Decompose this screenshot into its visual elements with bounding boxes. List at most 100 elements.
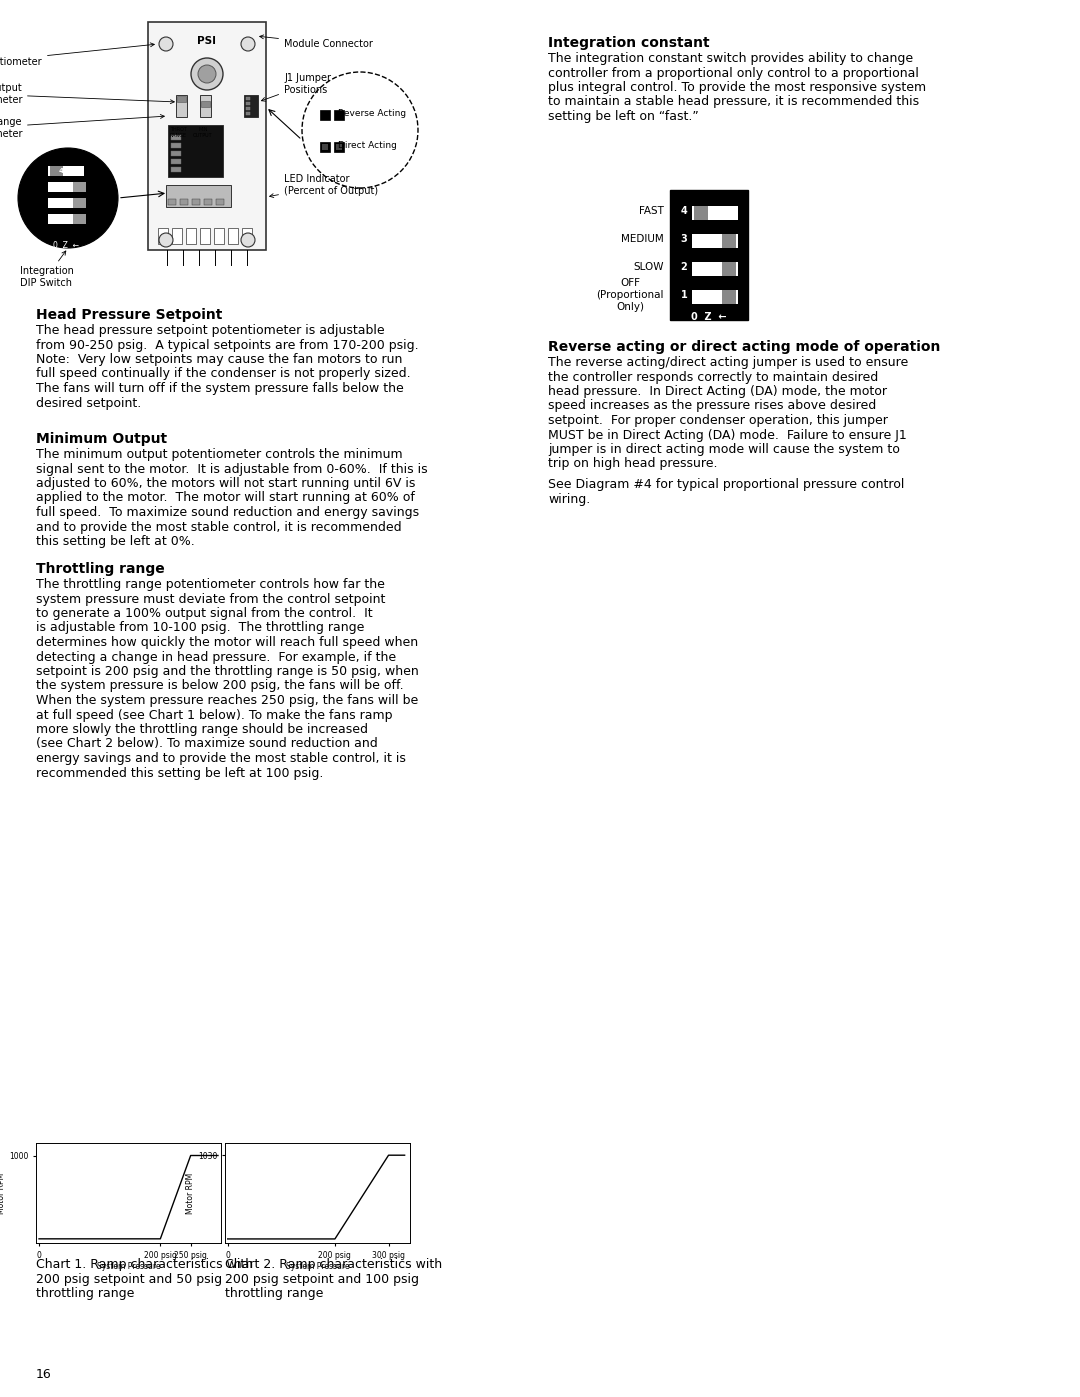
Bar: [246, 102, 249, 105]
Text: 0  Z  ←: 0 Z ←: [53, 242, 79, 250]
Text: 3: 3: [680, 235, 687, 244]
Bar: [694, 205, 708, 219]
Bar: [246, 112, 249, 115]
Text: is adjustable from 10-100 psig.  The throttling range: is adjustable from 10-100 psig. The thro…: [36, 622, 364, 634]
Text: Setpoint Potentiometer: Setpoint Potentiometer: [0, 43, 154, 67]
Text: 4: 4: [680, 205, 687, 217]
Text: Reverse Acting: Reverse Acting: [338, 109, 406, 119]
Text: speed increases as the pressure rises above desired: speed increases as the pressure rises ab…: [548, 400, 876, 412]
Text: MIN
OUTPUT: MIN OUTPUT: [193, 127, 213, 138]
Text: 16: 16: [36, 1368, 52, 1382]
Circle shape: [18, 148, 118, 249]
Circle shape: [241, 36, 255, 52]
Text: Direct Acting: Direct Acting: [338, 141, 396, 151]
X-axis label: System Pressure: System Pressure: [97, 1263, 160, 1271]
Text: 200 psig setpoint and 100 psig: 200 psig setpoint and 100 psig: [225, 1273, 419, 1285]
Text: 200 psig setpoint and 50 psig: 200 psig setpoint and 50 psig: [36, 1273, 222, 1285]
Bar: [177, 96, 186, 102]
Circle shape: [302, 73, 418, 189]
Text: Integration
DIP Switch: Integration DIP Switch: [21, 251, 73, 288]
Bar: [73, 198, 86, 208]
Text: FAST: FAST: [639, 205, 664, 217]
Bar: [228, 228, 238, 244]
Bar: [244, 95, 258, 117]
Text: the system pressure is below 200 psig, the fans will be off.: the system pressure is below 200 psig, t…: [36, 679, 404, 693]
Bar: [216, 198, 224, 205]
Text: the controller responds correctly to maintain desired: the controller responds correctly to mai…: [548, 370, 878, 384]
Text: The head pressure setpoint potentiometer is adjustable: The head pressure setpoint potentiometer…: [36, 324, 384, 337]
Bar: [336, 144, 342, 149]
Text: Reverse acting or direct acting mode of operation: Reverse acting or direct acting mode of …: [548, 339, 941, 353]
Text: to maintain a stable head pressure, it is recommended this: to maintain a stable head pressure, it i…: [548, 95, 919, 109]
Bar: [246, 108, 249, 110]
Bar: [172, 228, 183, 244]
Bar: [692, 291, 738, 305]
Bar: [320, 110, 330, 120]
Bar: [200, 228, 210, 244]
Text: head pressure.  In Direct Acting (DA) mode, the motor: head pressure. In Direct Acting (DA) mod…: [548, 386, 887, 398]
Text: jumper is in direct acting mode will cause the system to: jumper is in direct acting mode will cau…: [548, 443, 900, 455]
Circle shape: [159, 233, 173, 247]
Bar: [692, 263, 738, 277]
Text: plus integral control. To provide the most responsive system: plus integral control. To provide the mo…: [548, 81, 927, 94]
Text: PSI: PSI: [198, 36, 216, 46]
Bar: [171, 142, 181, 148]
Text: J1 Jumper
Positions: J1 Jumper Positions: [261, 73, 330, 101]
Text: Chart 1. Ramp characteristics with: Chart 1. Ramp characteristics with: [36, 1259, 253, 1271]
Text: See Diagram #4 for typical proportional pressure control: See Diagram #4 for typical proportional …: [548, 478, 904, 490]
Text: Throttling Range
Potentiometer: Throttling Range Potentiometer: [0, 115, 164, 138]
Text: 0  Z  ←: 0 Z ←: [691, 312, 727, 321]
Text: at full speed (see Chart 1 below). To make the fans ramp: at full speed (see Chart 1 below). To ma…: [36, 708, 392, 721]
Circle shape: [241, 233, 255, 247]
Text: OFF
(Proportional
Only): OFF (Proportional Only): [596, 278, 664, 312]
Text: signal sent to the motor.  It is adjustable from 0-60%.  If this is: signal sent to the motor. It is adjustab…: [36, 462, 428, 475]
Bar: [723, 263, 735, 277]
Text: The minimum output potentiometer controls the minimum: The minimum output potentiometer control…: [36, 448, 403, 461]
Text: determines how quickly the motor will reach full speed when: determines how quickly the motor will re…: [36, 636, 418, 650]
Text: energy savings and to provide the most stable control, it is: energy savings and to provide the most s…: [36, 752, 406, 766]
Text: MUST be in Direct Acting (DA) mode.  Failure to ensure J1: MUST be in Direct Acting (DA) mode. Fail…: [548, 429, 907, 441]
Text: wiring.: wiring.: [548, 493, 591, 506]
Text: Throttling range: Throttling range: [36, 562, 165, 576]
Text: 3: 3: [58, 184, 64, 190]
Text: throttling range: throttling range: [36, 1287, 134, 1301]
Bar: [50, 166, 63, 176]
Text: The reverse acting/direct acting jumper is used to ensure: The reverse acting/direct acting jumper …: [548, 356, 908, 369]
Bar: [200, 95, 211, 117]
Text: setpoint.  For proper condenser operation, this jumper: setpoint. For proper condenser operation…: [548, 414, 888, 427]
Circle shape: [191, 59, 222, 89]
Bar: [73, 182, 86, 191]
Bar: [168, 198, 176, 205]
Text: The throttling range potentiometer controls how far the: The throttling range potentiometer contr…: [36, 578, 384, 591]
Bar: [171, 168, 181, 172]
Bar: [158, 228, 168, 244]
Bar: [204, 198, 212, 205]
Bar: [692, 235, 738, 249]
Text: Module Connector: Module Connector: [259, 35, 373, 49]
Bar: [48, 198, 84, 208]
Text: throttling range: throttling range: [225, 1287, 323, 1301]
Bar: [48, 182, 84, 191]
Text: Minimum Output
Potentiometer: Minimum Output Potentiometer: [0, 84, 174, 105]
Text: applied to the motor.  The motor will start running at 60% of: applied to the motor. The motor will sta…: [36, 492, 415, 504]
Text: and to provide the most stable control, it is recommended: and to provide the most stable control, …: [36, 521, 402, 534]
Text: full speed continually if the condenser is not properly sized.: full speed continually if the condenser …: [36, 367, 410, 380]
Bar: [48, 214, 84, 224]
Text: The integration constant switch provides ability to change: The integration constant switch provides…: [548, 52, 913, 66]
Text: more slowly the throttling range should be increased: more slowly the throttling range should …: [36, 724, 368, 736]
Text: 2: 2: [58, 200, 64, 205]
Bar: [214, 228, 224, 244]
Text: controller from a proportional only control to a proportional: controller from a proportional only cont…: [548, 67, 919, 80]
Text: adjusted to 60%, the motors will not start running until 6V is: adjusted to 60%, the motors will not sta…: [36, 476, 416, 490]
Text: SLOW: SLOW: [634, 263, 664, 272]
Bar: [176, 95, 187, 117]
Bar: [201, 101, 210, 108]
Text: THROT
RANGE: THROT RANGE: [170, 127, 187, 138]
Bar: [723, 291, 735, 305]
Text: 4: 4: [58, 168, 64, 175]
Bar: [670, 190, 748, 320]
Circle shape: [198, 66, 216, 82]
Text: recommended this setting be left at 100 psig.: recommended this setting be left at 100 …: [36, 767, 323, 780]
Bar: [322, 144, 328, 149]
Text: detecting a change in head pressure.  For example, if the: detecting a change in head pressure. For…: [36, 651, 396, 664]
